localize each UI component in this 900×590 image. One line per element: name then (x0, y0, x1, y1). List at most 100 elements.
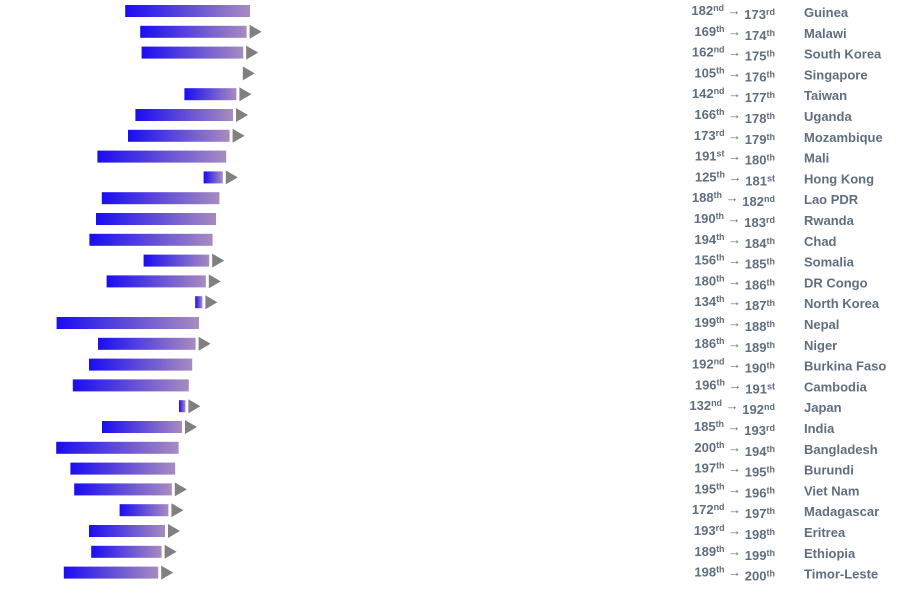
rank-row (97, 150, 227, 163)
rank-change-label: 194th → 184th (694, 232, 775, 251)
change-bar (141, 46, 244, 59)
labels-layer: 182nd → 173rd Guinea 169th → 174th Malawi 16… (689, 3, 886, 584)
country-label: Guinea (804, 5, 849, 20)
change-bar (179, 400, 186, 413)
rank-row (143, 253, 225, 268)
arrow-right-icon (246, 45, 259, 60)
change-bar (70, 462, 176, 475)
country-label: South Korea (804, 47, 882, 62)
rank-change-label: 192nd → 190th (692, 357, 775, 376)
arrow-right-icon (161, 565, 174, 580)
bars-layer (56, 5, 262, 580)
arrow-right-icon (249, 24, 262, 39)
arrow-right-icon (168, 524, 180, 538)
rank-row (106, 274, 221, 289)
rank-change-label: 172nd → 197th (692, 502, 775, 521)
change-bar (89, 525, 165, 537)
country-label: Malawi (804, 26, 847, 41)
rank-row (74, 482, 187, 497)
country-label: Timor-Leste (804, 567, 878, 582)
country-label: Viet Nam (804, 483, 859, 498)
rank-row (141, 45, 259, 60)
rank-change-label: 197th → 195th (694, 461, 775, 480)
rank-row (72, 379, 189, 392)
rank-change-label: 142nd → 177th (692, 86, 775, 105)
rank-row (242, 66, 255, 81)
change-bar (63, 566, 159, 579)
rank-change-label: 173rd → 179th (694, 128, 775, 147)
rank-row (203, 170, 238, 185)
rank-row (184, 87, 252, 102)
country-label: Mozambique (804, 130, 883, 145)
change-bar (96, 213, 216, 225)
change-bar (101, 192, 220, 205)
rank-row (119, 503, 184, 518)
rank-row (91, 544, 177, 559)
rank-row (102, 420, 197, 434)
country-label: India (804, 421, 835, 436)
country-label: Cambodia (804, 379, 868, 394)
arrow-right-icon (205, 295, 218, 310)
rank-change-label: 105th → 176th (694, 65, 775, 84)
change-bar (102, 421, 182, 433)
arrow-right-icon (212, 253, 225, 268)
change-bar (106, 275, 206, 288)
rank-row (98, 336, 211, 351)
change-bar (128, 129, 230, 142)
change-bar (56, 441, 179, 454)
country-label: Lao PDR (804, 192, 859, 207)
country-label: Ethiopia (804, 546, 856, 561)
arrow-right-icon (225, 170, 238, 185)
change-bar (74, 483, 172, 496)
country-label: Madagascar (804, 504, 879, 519)
rank-row (128, 128, 245, 143)
rank-change-label: 125th → 181st (695, 169, 775, 188)
change-bar (203, 171, 223, 184)
rank-row (179, 399, 201, 414)
rank-row (56, 441, 179, 454)
country-label: Nepal (804, 317, 839, 332)
rank-row (89, 233, 213, 246)
rank-row (63, 565, 174, 580)
rank-row (140, 24, 262, 39)
change-bar (89, 233, 213, 246)
rank-change-label: 199th → 188th (694, 315, 775, 334)
country-label: Bangladesh (804, 442, 878, 457)
rank-change-label: 156th → 185th (694, 253, 775, 272)
arrow-right-icon (242, 66, 255, 81)
rank-change-label: 193rd → 198th (694, 523, 775, 542)
change-bar (89, 358, 193, 371)
change-bar (97, 150, 227, 163)
country-label: Rwanda (804, 213, 855, 228)
country-label: Mali (804, 151, 829, 166)
arrow-right-icon (185, 420, 197, 434)
arrow-right-icon (171, 503, 184, 518)
change-bar (56, 317, 199, 329)
rank-change-label: 189th → 199th (694, 544, 775, 563)
change-bar (135, 109, 233, 121)
country-label: Niger (804, 338, 837, 353)
country-label: Hong Kong (804, 171, 874, 186)
country-label: Eritrea (804, 525, 846, 540)
rank-change-label: 188th → 182nd (692, 190, 775, 209)
rank-change-label: 190th → 183rd (694, 211, 775, 230)
rank-change-label: 169th → 174th (694, 24, 775, 43)
rank-change-label: 191st → 180th (695, 149, 775, 168)
rank-row (89, 524, 180, 538)
change-bar (125, 5, 250, 17)
rank-row (101, 192, 220, 205)
arrow-right-icon (164, 544, 177, 559)
country-label: Burkina Faso (804, 359, 886, 374)
rank-change-label: 196th → 191st (695, 377, 775, 396)
country-label: Uganda (804, 109, 852, 124)
change-bar (143, 254, 210, 267)
rank-change-label: 180th → 186th (694, 273, 775, 292)
rank-change-label: 134th → 187th (694, 294, 775, 313)
change-bar (119, 504, 169, 517)
arrow-right-icon (232, 128, 245, 143)
rank-change-label: 195th → 196th (694, 481, 775, 500)
rank-row (89, 358, 193, 371)
rank-row (135, 108, 248, 122)
country-label: North Korea (804, 296, 880, 311)
